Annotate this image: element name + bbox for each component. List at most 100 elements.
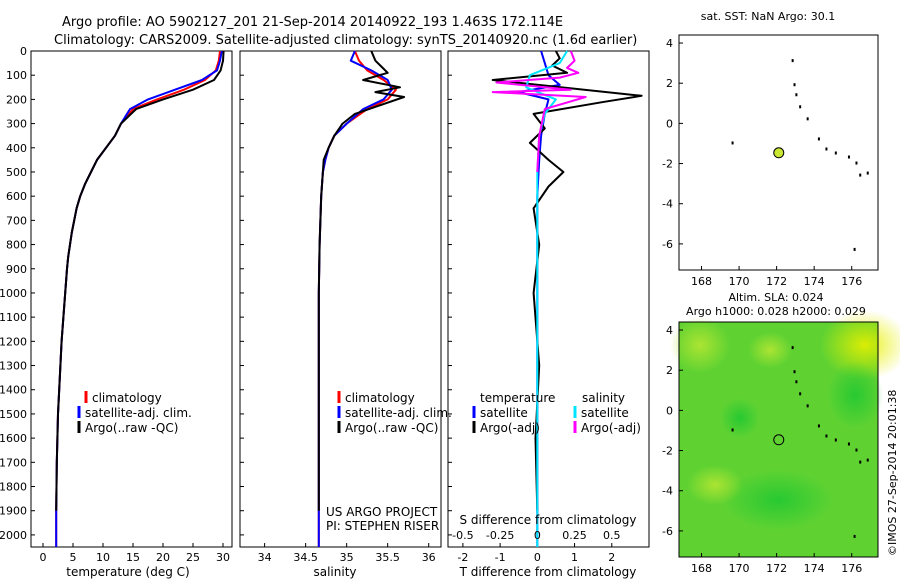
project-note: US ARGO PROJECT [326, 505, 438, 519]
depth-tick-label: 100 [6, 69, 27, 82]
legend-title-temperature: temperature [480, 391, 555, 405]
map-x-tick-label: 172 [766, 562, 787, 575]
x-tick-label: 1 [571, 551, 578, 564]
salinity-diff-tick-label: -0.5 [452, 529, 473, 542]
depth-tick-label: 0 [20, 45, 27, 58]
x-tick-label: 2 [608, 551, 615, 564]
sla-field-low-w [720, 398, 760, 438]
x-tick-label: 5 [70, 551, 77, 564]
difference-xlabel: T difference from climatology [459, 565, 637, 579]
legend-label-argo: Argo(..raw -QC) [345, 421, 438, 435]
coastline-fragment [834, 438, 837, 442]
depth-tick-label: 400 [6, 142, 27, 155]
depth-tick-label: 1400 [0, 384, 27, 397]
map-y-tick-label: -6 [662, 525, 673, 538]
legend-label-satellite: satellite-adj. clim. [345, 406, 452, 420]
x-tick-label: 15 [126, 551, 140, 564]
depth-tick-label: 1300 [0, 360, 27, 373]
map-y-tick-label: 2 [666, 364, 673, 377]
legend-label-sal-satellite: satellite [581, 406, 629, 420]
coastline-fragment [855, 448, 858, 452]
x-tick-label: -1 [495, 551, 506, 564]
coastline-fragment [825, 434, 828, 438]
salinity-diff-tick-label: 0.5 [603, 529, 621, 542]
depth-tick-label: 1100 [0, 311, 27, 324]
coastline-fragment [731, 141, 734, 145]
coastline-fragment [847, 155, 850, 159]
map-y-tick-label: 0 [666, 404, 673, 417]
depth-tick-label: 600 [6, 190, 27, 203]
map-y-tick-label: -4 [662, 485, 673, 498]
coastline-fragment [731, 428, 734, 432]
map-x-tick-label: 170 [729, 562, 750, 575]
coastline-fragment [825, 147, 828, 151]
map-y-tick-label: 4 [666, 324, 673, 337]
temperature-axes [30, 50, 233, 548]
legend-label-climatology: climatology [345, 391, 415, 405]
depth-tick-label: 200 [6, 93, 27, 106]
pi-note: PI: STEPHEN RISER [326, 519, 439, 533]
coastline-fragment [859, 460, 862, 464]
map-y-tick-label: 2 [666, 77, 673, 90]
salinity-diff-tick-label: -0.25 [486, 529, 514, 542]
legend-label-satellite: satellite-adj. clim. [85, 406, 192, 420]
depth-tick-label: 1000 [0, 287, 27, 300]
x-tick-label: 30 [216, 551, 230, 564]
argo-position-marker [773, 434, 785, 446]
map-y-tick-label: -6 [662, 238, 673, 251]
x-tick-label: 0 [534, 551, 541, 564]
sla-side-label: ©IMOS 27-Sep-2014 20:01:38 [886, 390, 899, 556]
sla-map-title: Altim. SLA: 0.024 [728, 291, 823, 304]
series-line-salinity-argo-adj- [491, 50, 587, 173]
salinity-diff-tick-label: 0.25 [562, 529, 587, 542]
salinity-xlabel: salinity [313, 565, 356, 579]
depth-tick-label: 800 [6, 239, 27, 252]
x-tick-label: 36 [422, 551, 436, 564]
coastline-fragment [795, 380, 798, 384]
coastline-fragment [855, 161, 858, 165]
legend-label-temp-argo: Argo(-adj) [480, 421, 540, 435]
map-x-tick-label: 174 [804, 562, 825, 575]
coastline-fragment [806, 404, 809, 408]
map-x-tick-label: 168 [691, 562, 712, 575]
sla-field-mid-sw [687, 465, 743, 505]
depth-tick-label: 300 [6, 118, 27, 131]
x-tick-label: 35.5 [375, 551, 400, 564]
coastline-fragment [791, 346, 794, 350]
map-y-tick-label: -4 [662, 198, 673, 211]
series-line-temperature-argo-adj- [491, 50, 643, 511]
sla-map-subtitle: Argo h1000: 0.028 h2000: 0.029 [686, 305, 866, 318]
x-tick-label: 34 [258, 551, 272, 564]
difference-plot: -2 -1 0 1 2 -0.5 -0.25 0 0.25 0.5 [452, 50, 643, 564]
x-tick-label: 34.5 [293, 551, 318, 564]
coastline-fragment [853, 534, 856, 538]
temperature-legend: climatology satellite-adj. clim. Argo(..… [77, 391, 192, 435]
salinity-diff-tick-label: 0 [534, 529, 541, 542]
map-y-tick-label: 0 [666, 117, 673, 130]
map-x-tick-label: 174 [804, 275, 825, 288]
x-tick-label: 20 [156, 551, 170, 564]
x-tick-label: 0 [40, 551, 47, 564]
coastline-fragment [853, 247, 856, 251]
coastline-fragment [793, 370, 796, 374]
argo-position-marker [773, 147, 785, 159]
depth-tick-label: 1200 [0, 335, 27, 348]
coastline-fragment [799, 392, 802, 396]
legend-label-temp-satellite: satellite [480, 406, 528, 420]
salinity-legend: climatology satellite-adj. clim. Argo(..… [337, 391, 452, 435]
map-x-tick-label: 176 [841, 275, 862, 288]
map-x-tick-label: 176 [841, 562, 862, 575]
sla-map-field [670, 310, 900, 557]
temperature-xlabel: temperature (deg C) [66, 565, 189, 579]
series-line-argo-raw-qc- [317, 50, 406, 511]
map-x-tick-label: 168 [691, 275, 712, 288]
sst-map-plot: 168 170 172 174 176 4 2 0 -2 -4 -6 [662, 37, 869, 288]
sla-map-axes [678, 321, 879, 558]
sla-field-high-ne [820, 310, 900, 380]
map-x-tick-label: 170 [729, 275, 750, 288]
difference-toplabel: S difference from climatology [460, 513, 637, 527]
x-tick-label: 35 [340, 551, 354, 564]
series-line-argo-raw-qc- [55, 50, 225, 511]
map-y-tick-label: 4 [666, 37, 673, 50]
temperature-plot: 0 5 10 15 20 25 30 [40, 50, 230, 564]
